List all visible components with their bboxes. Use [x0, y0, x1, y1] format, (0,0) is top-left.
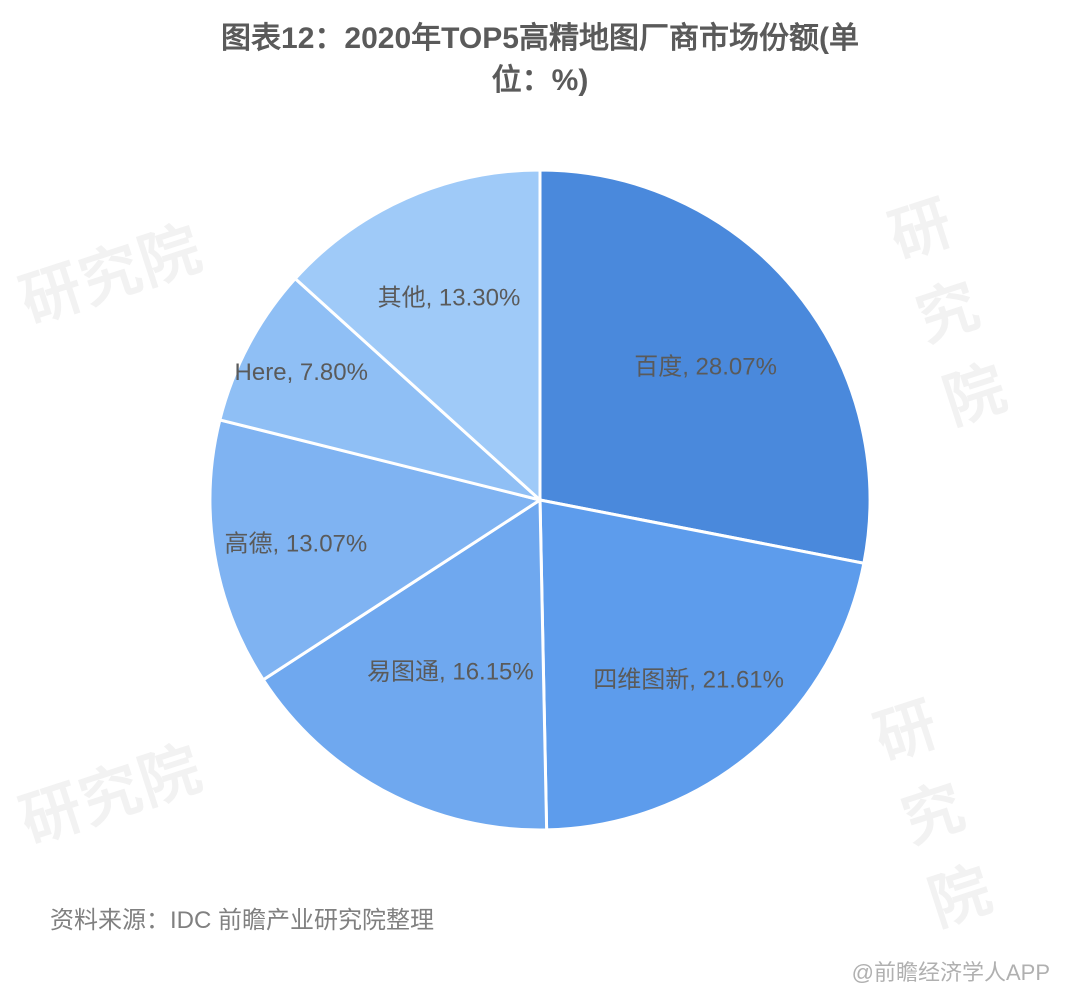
- slice-label-易图通: 易图通, 16.15%: [367, 652, 534, 687]
- pie-svg: [0, 0, 1080, 996]
- slice-label-百度: 百度, 28.07%: [634, 346, 777, 381]
- source-text: 资料来源：IDC 前瞻产业研究院整理: [50, 900, 434, 935]
- slice-label-四维图新: 四维图新, 21.61%: [593, 659, 784, 694]
- slice-label-高德: 高德, 13.07%: [225, 523, 368, 558]
- pie-chart: 百度, 28.07% 四维图新, 21.61% 易图通, 16.15% 高德, 13.…: [0, 0, 1080, 996]
- slice-label-Here: Here, 7.80%: [235, 359, 368, 387]
- attribution-text: @前瞻经济学人APP: [852, 955, 1050, 987]
- slice-label-其他: 其他, 13.30%: [378, 277, 521, 312]
